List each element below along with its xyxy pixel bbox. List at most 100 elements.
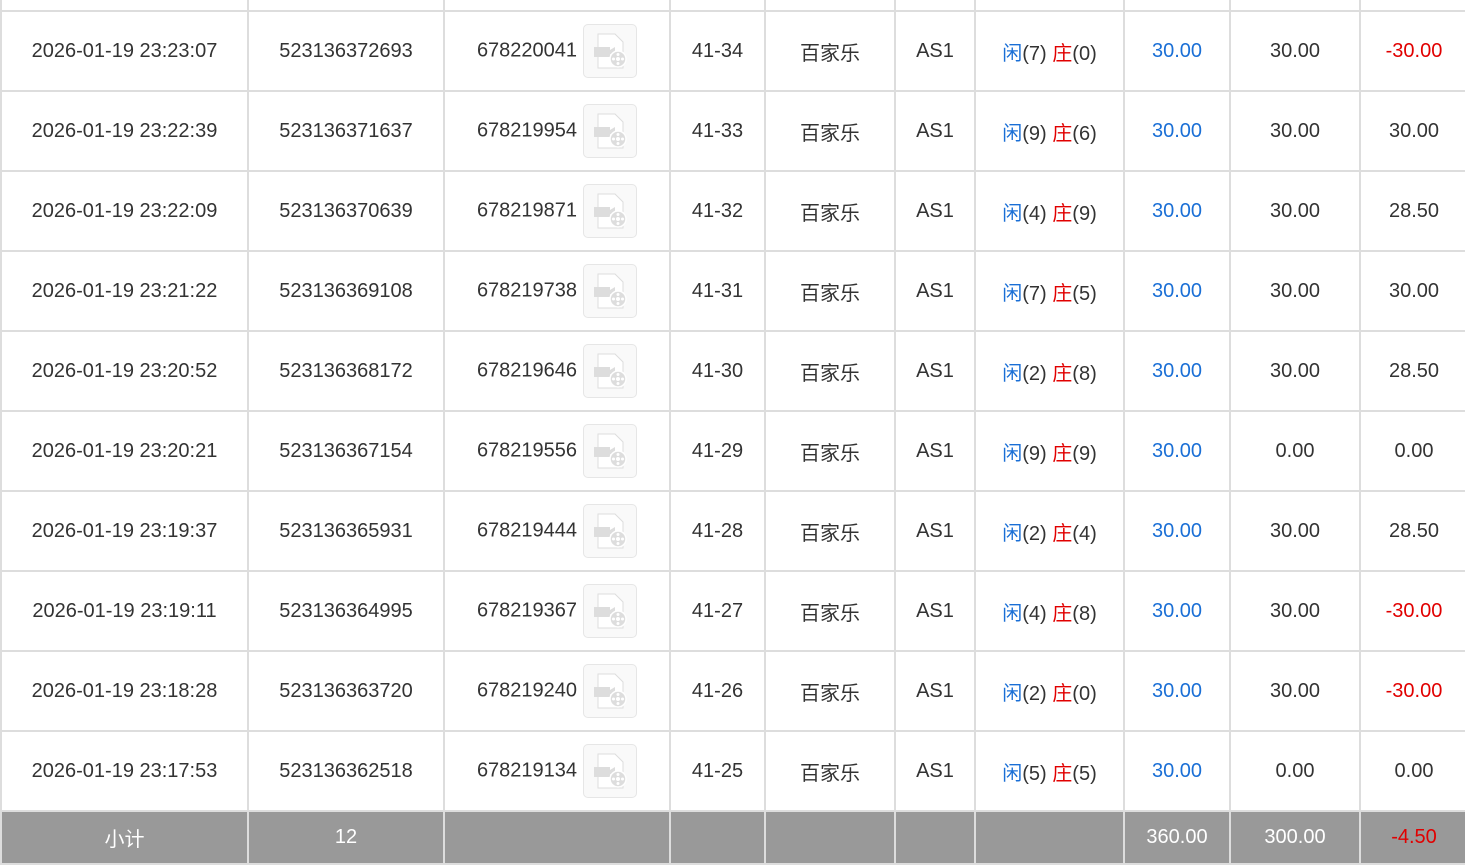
shoe-round: 41-26	[669, 650, 766, 732]
video-replay-icon[interactable]	[583, 504, 638, 558]
result: 闲(5) 庄(5)	[974, 730, 1125, 812]
video-replay-icon[interactable]	[583, 344, 638, 398]
bet-id: 523136365931	[247, 490, 445, 572]
result: 闲(9) 庄(9)	[974, 410, 1125, 492]
shoe-round: 41-28	[669, 490, 766, 572]
banker-label: 庄	[1052, 202, 1073, 225]
valid-bet: 30.00	[1229, 330, 1361, 412]
round-id: 678219556	[476, 439, 578, 462]
game-type: 百家乐	[764, 730, 896, 812]
player-label: 闲	[1002, 522, 1023, 545]
table-name: AS1	[894, 90, 976, 172]
video-replay-icon[interactable]	[583, 184, 638, 238]
shoe-round: 41-33	[669, 90, 766, 172]
bet-time: 2026-01-19 23:19:11	[0, 570, 249, 652]
round-cell: 678219646	[443, 330, 671, 412]
game-type: 百家乐	[764, 250, 896, 332]
player-label: 闲	[1002, 362, 1023, 385]
player-score: 2	[1028, 362, 1041, 385]
bet-id: 523136363720	[247, 650, 445, 732]
shoe-round: 41-34	[669, 10, 766, 92]
bet-time: 2026-01-19 23:19:37	[0, 490, 249, 572]
round-id: 678219367	[476, 599, 578, 622]
round-id: 678220041	[476, 39, 578, 62]
video-replay-icon[interactable]	[583, 664, 638, 718]
player-score: 7	[1028, 282, 1041, 305]
player-score: 4	[1028, 202, 1041, 225]
subtotal-win: -4.50	[1359, 810, 1465, 865]
bet-time: 2026-01-19 23:17:53	[0, 730, 249, 812]
result: 闲(4) 庄(9)	[974, 170, 1125, 252]
bet-id: 523136368172	[247, 330, 445, 412]
table-name: AS1	[894, 490, 976, 572]
valid-bet: 30.00	[1229, 650, 1361, 732]
bet-amount: 30.00	[1123, 410, 1231, 492]
valid-bet: 30.00	[1229, 90, 1361, 172]
result: 闲(9) 庄(6)	[974, 90, 1125, 172]
banker-score: 4	[1078, 522, 1091, 545]
bet-amount: 30.00	[1123, 650, 1231, 732]
result: 闲(7) 庄(0)	[974, 10, 1125, 92]
banker-score: 5	[1078, 282, 1091, 305]
table-row: 2026-01-19 23:20:21 523136367154 678219556…	[0, 410, 1465, 492]
player-score: 5	[1028, 762, 1041, 785]
table-row: 2026-01-19 23:23:07 523136372693 678220041…	[0, 10, 1465, 92]
bet-time: 2026-01-19 23:20:21	[0, 410, 249, 492]
round-id: 678219134	[476, 759, 578, 782]
bet-amount: 30.00	[1123, 490, 1231, 572]
video-replay-icon[interactable]	[583, 264, 638, 318]
valid-bet: 30.00	[1229, 490, 1361, 572]
player-score: 9	[1028, 442, 1041, 465]
result: 闲(2) 庄(4)	[974, 490, 1125, 572]
shoe-round: 41-29	[669, 410, 766, 492]
banker-label: 庄	[1052, 122, 1073, 145]
bet-id: 523136369108	[247, 250, 445, 332]
banker-label: 庄	[1052, 762, 1073, 785]
table-name: AS1	[894, 730, 976, 812]
bet-amount: 30.00	[1123, 330, 1231, 412]
bet-id: 523136364995	[247, 570, 445, 652]
banker-label: 庄	[1052, 522, 1073, 545]
player-score: 9	[1028, 122, 1041, 145]
shoe-round: 41-32	[669, 170, 766, 252]
table-row-partial	[0, 0, 1465, 12]
game-type: 百家乐	[764, 330, 896, 412]
subtotal-valid: 300.00	[1229, 810, 1361, 865]
table-row: 2026-01-19 23:20:52 523136368172 678219646…	[0, 330, 1465, 412]
player-label: 闲	[1002, 602, 1023, 625]
bet-id: 523136371637	[247, 90, 445, 172]
game-type: 百家乐	[764, 170, 896, 252]
win-loss: -30.00	[1359, 570, 1465, 652]
subtotal-row: 小计 12 360.00 300.00 -4.50	[0, 810, 1465, 865]
video-replay-icon[interactable]	[583, 744, 638, 798]
banker-label: 庄	[1052, 442, 1073, 465]
player-label: 闲	[1002, 682, 1023, 705]
banker-label: 庄	[1052, 602, 1073, 625]
table-name: AS1	[894, 330, 976, 412]
valid-bet: 0.00	[1229, 410, 1361, 492]
video-replay-icon[interactable]	[583, 104, 638, 158]
table-name: AS1	[894, 650, 976, 732]
table-name: AS1	[894, 410, 976, 492]
game-type: 百家乐	[764, 650, 896, 732]
round-id: 678219954	[476, 119, 578, 142]
bet-amount: 30.00	[1123, 730, 1231, 812]
banker-score: 0	[1078, 682, 1091, 705]
video-replay-icon[interactable]	[583, 24, 638, 78]
banker-score: 6	[1078, 122, 1091, 145]
result: 闲(2) 庄(0)	[974, 650, 1125, 732]
banker-score: 8	[1078, 602, 1091, 625]
bet-amount: 30.00	[1123, 10, 1231, 92]
table-row: 2026-01-19 23:22:39 523136371637 678219954…	[0, 90, 1465, 172]
result: 闲(4) 庄(8)	[974, 570, 1125, 652]
subtotal-label: 小计	[0, 810, 249, 865]
shoe-round: 41-31	[669, 250, 766, 332]
banker-label: 庄	[1052, 682, 1073, 705]
video-replay-icon[interactable]	[583, 424, 638, 478]
video-replay-icon[interactable]	[583, 584, 638, 638]
round-cell: 678219444	[443, 490, 671, 572]
bet-time: 2026-01-19 23:20:52	[0, 330, 249, 412]
player-label: 闲	[1002, 442, 1023, 465]
banker-score: 9	[1078, 202, 1091, 225]
